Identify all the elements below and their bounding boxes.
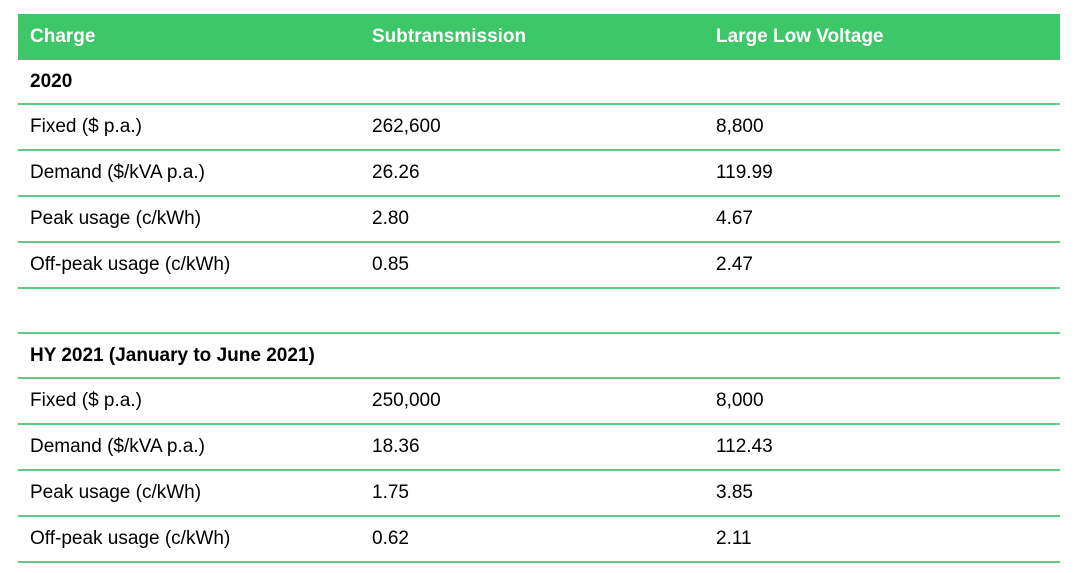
table-row: Off-peak usage (c/kWh) 0.85 2.47: [18, 243, 1060, 289]
cell-subtransmission: 0.62: [372, 528, 409, 549]
cell-charge: Off-peak usage (c/kWh): [30, 528, 231, 549]
cell-charge: Fixed ($ p.a.): [30, 116, 142, 137]
table-row: Fixed ($ p.a.) 262,600 8,800: [18, 105, 1060, 151]
cell-large-low-voltage: 112.43: [716, 436, 773, 457]
table-row: Off-peak usage (c/kWh) 0.62 2.11: [18, 517, 1060, 563]
column-header-subtransmission: Subtransmission: [372, 26, 527, 47]
cell-charge: Demand ($/kVA p.a.): [30, 162, 205, 183]
table-row: Fixed ($ p.a.) 250,000 8,000: [18, 379, 1060, 425]
cell-charge: Fixed ($ p.a.): [30, 390, 142, 411]
cell-subtransmission: 1.75: [372, 482, 409, 503]
section-heading-hy-2021: HY 2021 (January to June 2021): [18, 332, 1060, 379]
cell-charge: Demand ($/kVA p.a.): [30, 436, 205, 457]
cell-subtransmission: 262,600: [372, 116, 441, 137]
column-header-large-low-voltage: Large Low Voltage: [716, 26, 884, 47]
cell-subtransmission: 26.26: [372, 162, 420, 183]
cell-large-low-voltage: 8,000: [716, 390, 764, 411]
cell-charge: Peak usage (c/kWh): [30, 482, 202, 503]
cell-large-low-voltage: 3.85: [716, 482, 753, 503]
cell-large-low-voltage: 4.67: [716, 208, 753, 229]
section-heading-2020: 2020: [18, 60, 1060, 105]
section-spacer: [18, 289, 1060, 332]
cell-subtransmission: 18.36: [372, 436, 420, 457]
cell-charge: Off-peak usage (c/kWh): [30, 254, 231, 275]
table-row: Demand ($/kVA p.a.) 26.26 119.99: [18, 151, 1060, 197]
cell-subtransmission: 2.80: [372, 208, 409, 229]
table-header-row: Charge Subtransmission Large Low Voltage: [18, 14, 1060, 60]
cell-subtransmission: 250,000: [372, 390, 441, 411]
cell-large-low-voltage: 119.99: [716, 162, 773, 183]
cell-large-low-voltage: 2.11: [716, 528, 752, 549]
table-row: Peak usage (c/kWh) 2.80 4.67: [18, 197, 1060, 243]
column-header-charge: Charge: [30, 26, 96, 47]
cell-large-low-voltage: 8,800: [716, 116, 764, 137]
pricing-table: Charge Subtransmission Large Low Voltage…: [18, 14, 1060, 563]
table-row: Peak usage (c/kWh) 1.75 3.85: [18, 471, 1060, 517]
cell-subtransmission: 0.85: [372, 254, 409, 275]
cell-large-low-voltage: 2.47: [716, 254, 753, 275]
table-row: Demand ($/kVA p.a.) 18.36 112.43: [18, 425, 1060, 471]
cell-charge: Peak usage (c/kWh): [30, 208, 202, 229]
